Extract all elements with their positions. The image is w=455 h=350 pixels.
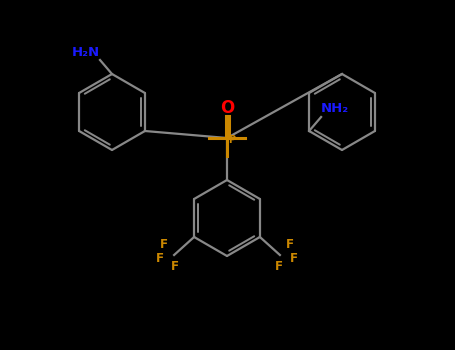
Text: F: F bbox=[171, 260, 179, 273]
Text: F: F bbox=[286, 238, 294, 252]
Text: NH₂: NH₂ bbox=[321, 103, 349, 116]
Text: H₂N: H₂N bbox=[72, 46, 100, 58]
Text: P: P bbox=[228, 135, 236, 145]
Text: F: F bbox=[156, 252, 164, 266]
Text: F: F bbox=[290, 252, 298, 266]
Text: F: F bbox=[275, 260, 283, 273]
Text: O: O bbox=[220, 99, 234, 117]
Text: F: F bbox=[160, 238, 168, 252]
